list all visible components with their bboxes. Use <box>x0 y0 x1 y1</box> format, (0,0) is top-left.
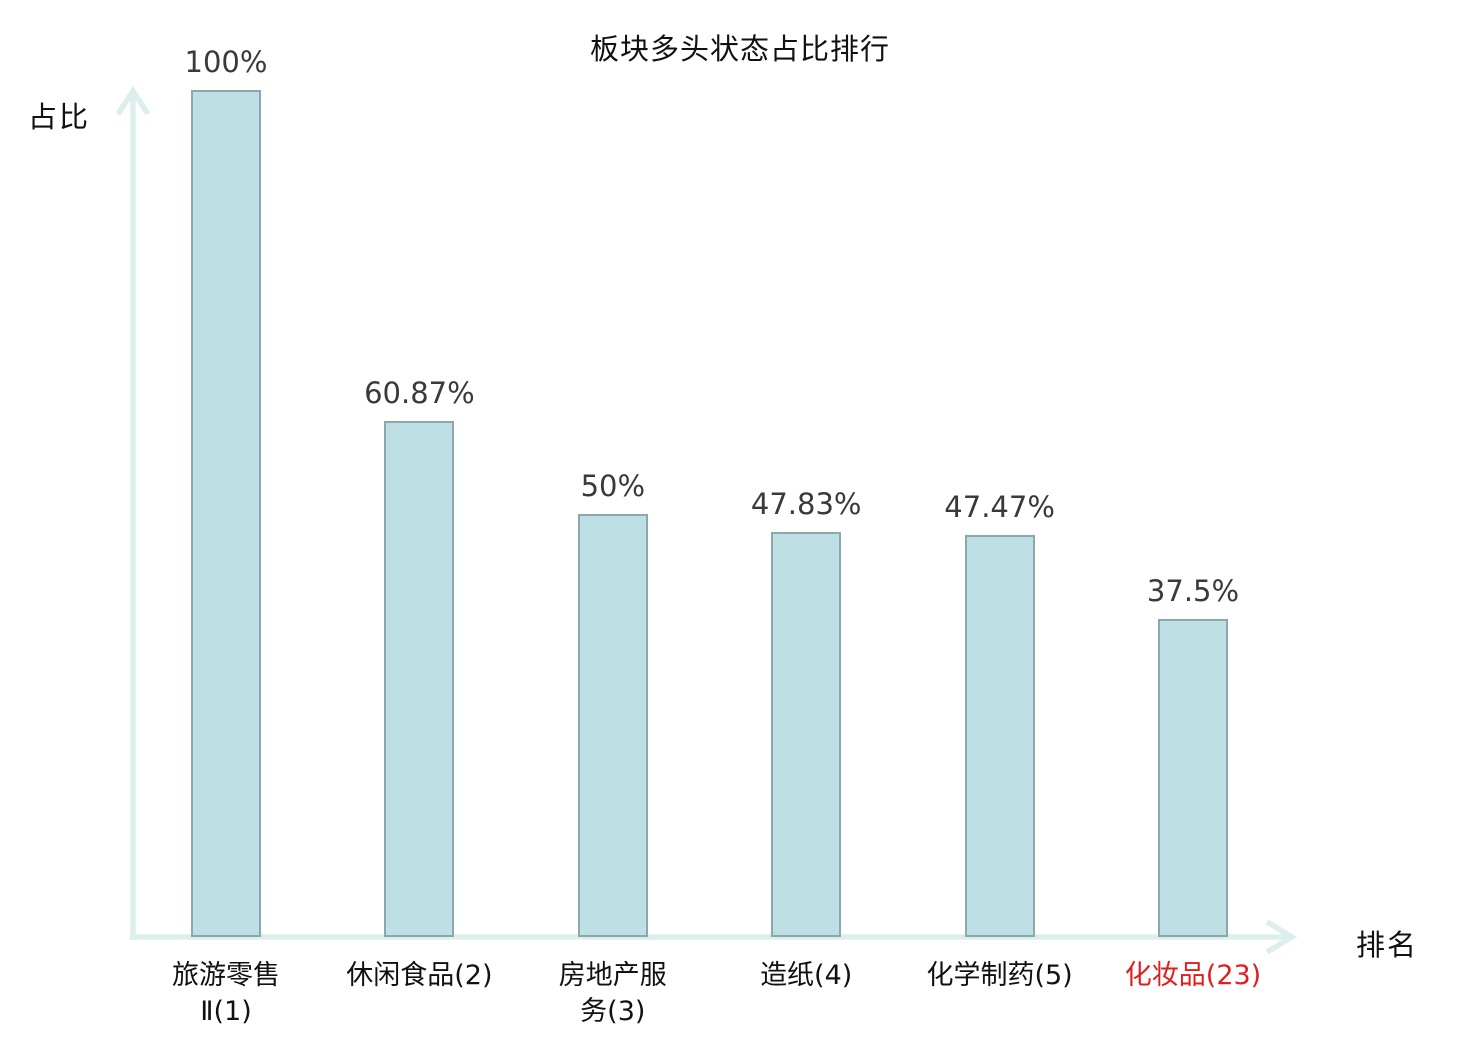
bar-category-label: 化学制药(5) <box>926 960 1073 991</box>
bar <box>771 531 842 937</box>
bar-value-label: 47.83% <box>750 486 862 521</box>
bar <box>577 513 648 937</box>
x-axis-label: 排名 <box>1356 928 1419 962</box>
bar <box>964 534 1035 937</box>
bar-category-label: 旅游零售 Ⅱ(1) <box>172 960 280 1027</box>
bar-category-label: 休闲食品(2) <box>346 960 493 991</box>
chart-title: 板块多头状态占比排行 <box>589 32 890 66</box>
bar-value-label: 100% <box>184 45 268 79</box>
bar <box>384 421 455 937</box>
bar-category-label: 造纸(4) <box>760 960 853 991</box>
x-axis-arrowhead-icon <box>1265 919 1298 955</box>
bar-value-label: 47.47% <box>944 489 1055 524</box>
bar-value-label: 37.5% <box>1146 574 1240 609</box>
y-axis-arrowhead-icon <box>115 85 151 116</box>
y-axis-label: 占比 <box>28 100 91 134</box>
bar-category-label: 化妆品(23) <box>1124 960 1262 991</box>
bar-category-label: 房地产服 务(3) <box>558 960 667 1027</box>
bar <box>191 90 261 937</box>
bar-value-label: 60.87% <box>364 376 475 411</box>
bar <box>1158 619 1228 937</box>
bar-value-label: 50% <box>580 468 646 503</box>
